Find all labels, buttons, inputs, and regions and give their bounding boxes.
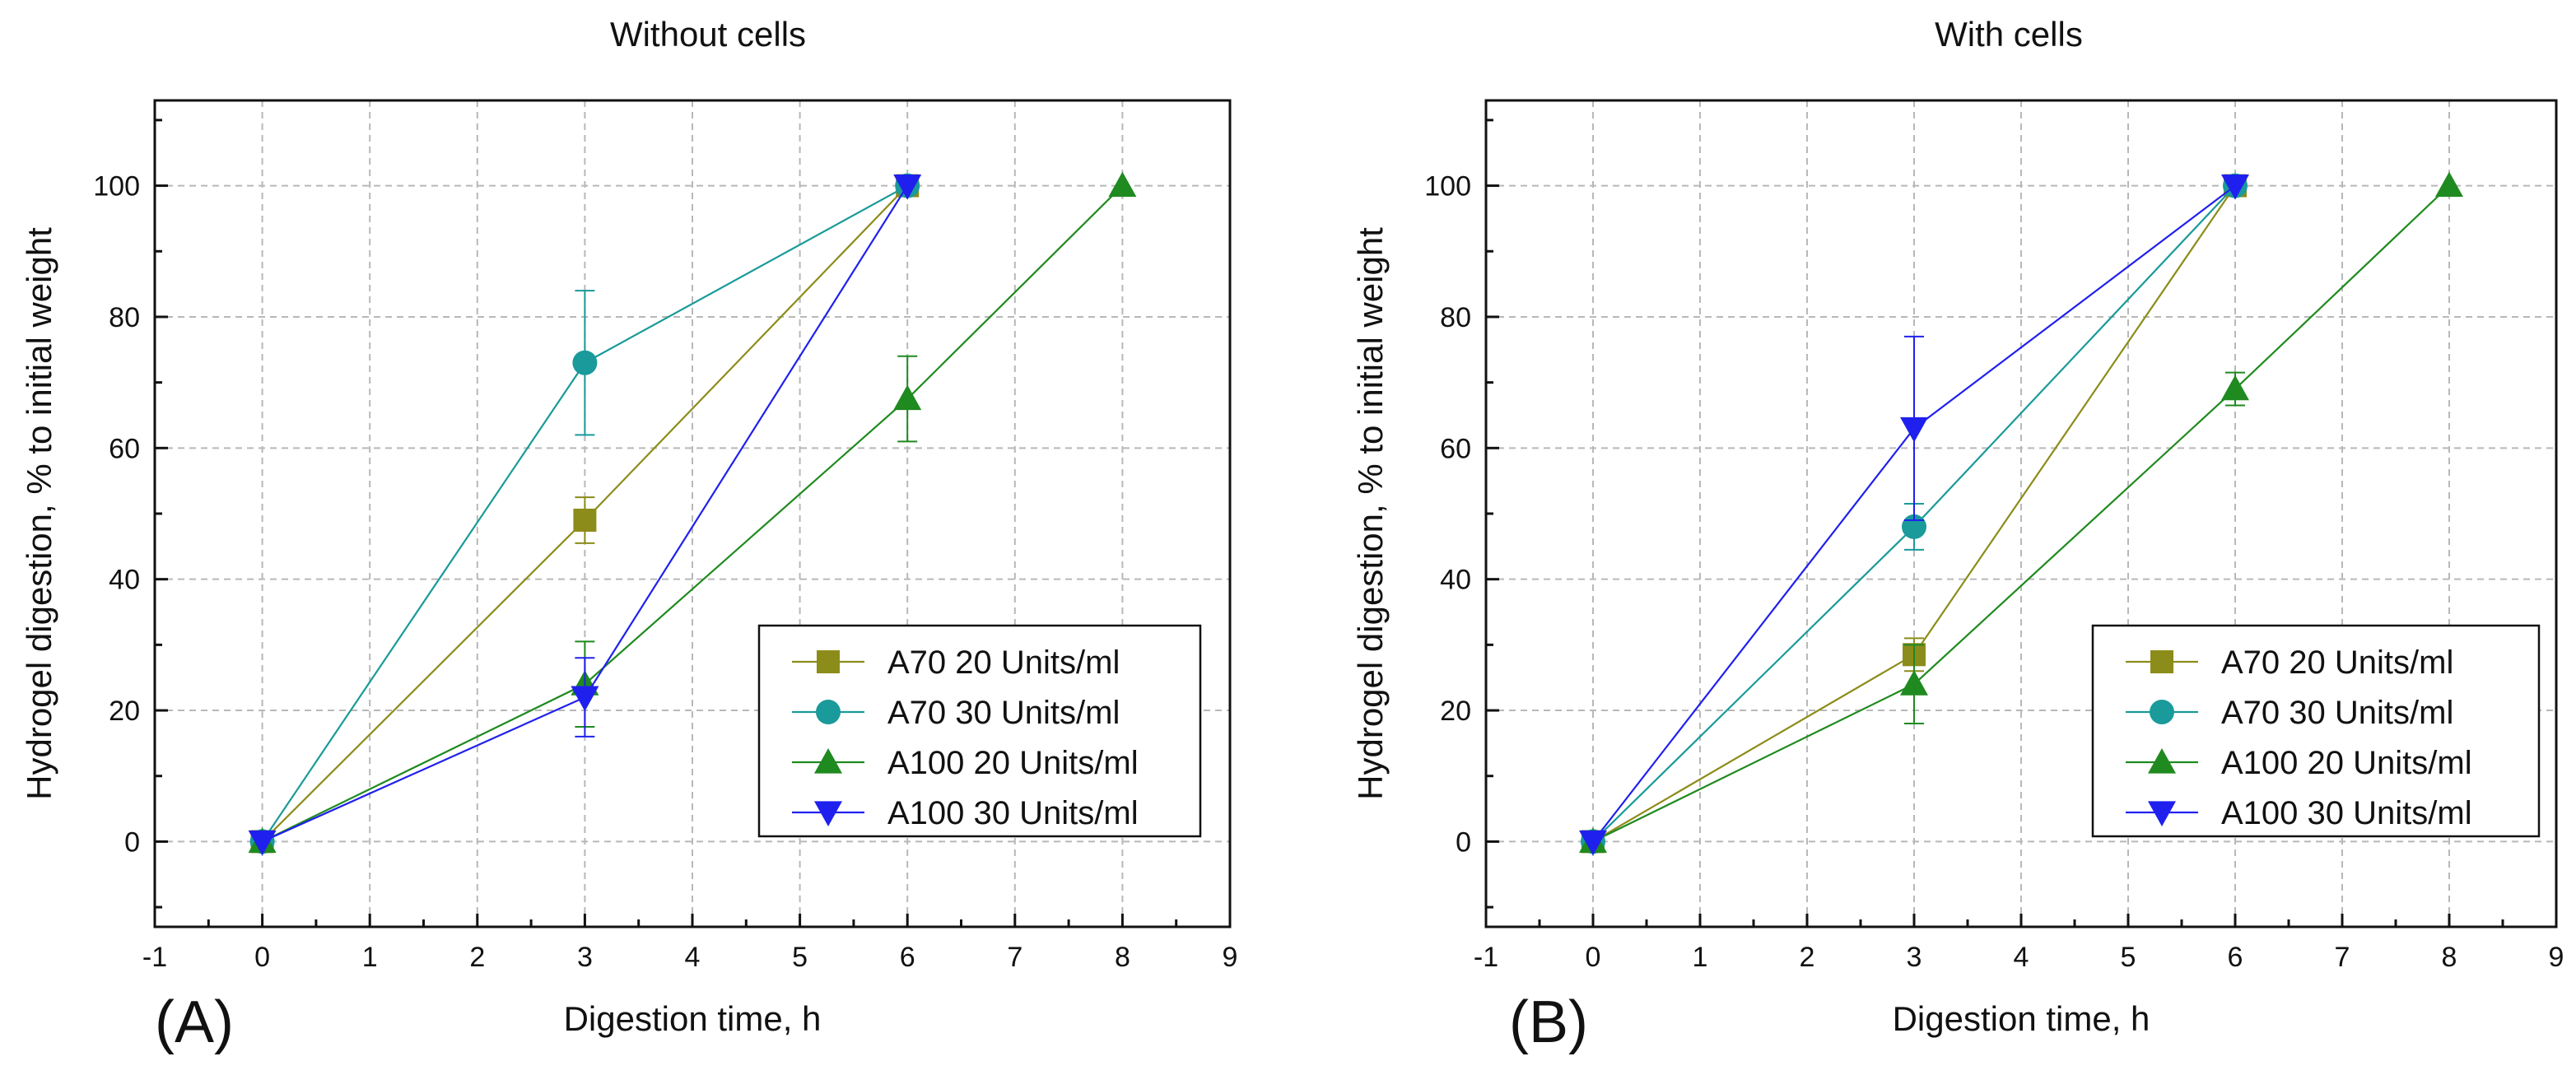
y-tick-label: 60: [109, 433, 140, 464]
x-tick-label: 3: [577, 942, 593, 973]
data-point: [2221, 174, 2249, 200]
series-a100-30-units-ml: [248, 174, 922, 856]
x-tick-label: 0: [254, 942, 270, 973]
x-axis-label: Digestion time, h: [564, 999, 822, 1038]
legend-marker: [814, 748, 842, 774]
x-tick-label: 5: [2121, 942, 2136, 973]
series-a100-20-units-ml: [1579, 171, 2463, 854]
legend-label: A70 20 Units/ml: [887, 645, 1120, 681]
x-axis-label: Digestion time, h: [1893, 999, 2150, 1038]
legend-label: A100 20 Units/ml: [887, 745, 1139, 781]
data-point: [571, 686, 599, 712]
x-tick-label: 7: [2335, 942, 2350, 973]
x-tick-label: 7: [1007, 942, 1022, 973]
x-tick-label: 6: [2228, 942, 2243, 973]
data-point: [1900, 417, 1928, 443]
legend-marker: [817, 650, 840, 673]
y-tick-label: 40: [1440, 565, 1471, 596]
legend-marker: [2150, 650, 2173, 673]
data-point: [2221, 375, 2249, 401]
panel-label: (A): [155, 989, 234, 1055]
y-tick-label: 80: [1440, 302, 1471, 333]
y-tick-label: 0: [1456, 826, 1471, 858]
data-point: [248, 830, 277, 856]
chart-title: Without cells: [610, 15, 806, 54]
y-tick-label: 40: [109, 565, 140, 596]
x-tick-label: 8: [2442, 942, 2457, 973]
y-tick-label: 20: [1440, 696, 1471, 727]
data-point: [1108, 171, 1137, 198]
x-tick-label: 1: [362, 942, 378, 973]
y-axis-label: Hydrogel digestion, % to initial weight: [20, 227, 58, 800]
panel-a: -1 0 1 2 3 4 5 6 7 8 9 0 20 40 60 80 100 Without cells Dig…: [20, 15, 1237, 1055]
x-tick-label: -1: [1474, 942, 1498, 973]
legend: A70 20 Units/ml A70 30 Units/ml A100 20 Un…: [2091, 624, 2541, 838]
legend-label: A70 30 Units/ml: [2221, 695, 2453, 731]
legend-label: A70 30 Units/ml: [887, 695, 1120, 731]
y-tick-label: 100: [93, 171, 140, 202]
x-tick-label: 5: [792, 942, 808, 973]
x-tick-label: 8: [1115, 942, 1130, 973]
legend-label: A100 30 Units/ml: [2221, 795, 2472, 831]
data-point: [893, 174, 922, 200]
y-tick-label: 60: [1440, 433, 1471, 464]
data-point: [572, 350, 598, 375]
series-line: [1592, 184, 2450, 843]
legend-marker: [816, 700, 841, 724]
x-tick-label: 4: [2014, 942, 2029, 973]
legend-label: A100 20 Units/ml: [2221, 745, 2472, 781]
chart-title: With cells: [1935, 15, 2083, 54]
data-point: [573, 508, 597, 532]
x-tick-label: 3: [1907, 942, 1922, 973]
data-point: [1579, 830, 1607, 856]
legend-marker: [2148, 748, 2176, 774]
panel-label: (B): [1509, 989, 1588, 1055]
series-line: [262, 184, 1124, 843]
series-a100-30-units-ml: [1579, 174, 2249, 856]
y-tick-label: 80: [109, 302, 140, 333]
legend-label: A100 30 Units/ml: [887, 795, 1139, 831]
x-tick-label: 9: [2549, 942, 2564, 973]
x-tick-label: 2: [469, 942, 485, 973]
x-tick-label: 0: [1586, 942, 1601, 973]
y-tick-label: 0: [124, 826, 140, 858]
legend-marker: [2148, 801, 2176, 826]
x-tick-label: 4: [685, 942, 701, 973]
legend-marker: [2150, 700, 2174, 724]
data-point: [893, 384, 922, 411]
x-tick-label: 6: [900, 942, 915, 973]
panel-b: -1 0 1 2 3 4 5 6 7 8 9 0 20 40 60 80 100 With cells Digest…: [1351, 15, 2564, 1055]
y-tick-label: 20: [109, 696, 140, 727]
y-tick-label: 100: [1424, 171, 1471, 202]
x-tick-label: 9: [1223, 942, 1238, 973]
legend: A70 20 Units/ml A70 30 Units/ml A100 20 Un…: [757, 624, 1202, 838]
x-tick-label: -1: [142, 942, 167, 973]
x-tick-label: 2: [1800, 942, 1815, 973]
data-point: [1900, 670, 1928, 696]
legend-box: [757, 624, 1202, 838]
x-tick-label: 1: [1693, 942, 1708, 973]
data-point: [2435, 171, 2463, 198]
legend-label: A70 20 Units/ml: [2221, 645, 2453, 681]
y-axis-label: Hydrogel digestion, % to initial weight: [1351, 227, 1390, 800]
legend-marker: [814, 801, 842, 826]
